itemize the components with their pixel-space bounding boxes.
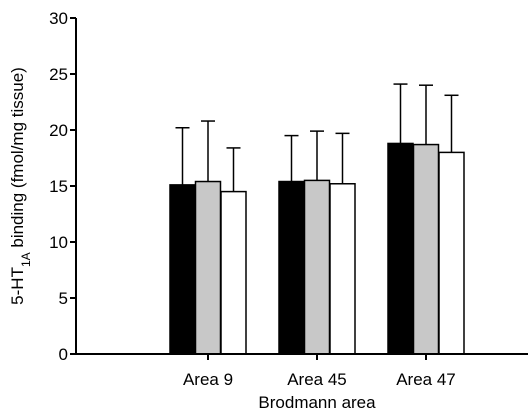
bar [387, 142, 414, 355]
y-axis-title-prefix: 5-HT [8, 267, 27, 305]
x-tick-label: Area 45 [287, 370, 347, 389]
y-tick-label: 15 [49, 177, 68, 196]
y-tick-label: 5 [59, 289, 68, 308]
bar [438, 151, 465, 355]
x-tick-label: Area 9 [183, 370, 233, 389]
y-axis-title-suffix: binding (fmol/mg tissue) [8, 67, 27, 252]
x-tick-label: Area 47 [396, 370, 456, 389]
bar [220, 190, 247, 355]
y-tick-label: 0 [59, 345, 68, 364]
y-axis-title: 5-HT1A binding (fmol/mg tissue) [8, 67, 33, 305]
y-ticks: 0 5 10 15 20 25 30 [49, 9, 76, 364]
y-tick-label: 20 [49, 121, 68, 140]
bar [169, 184, 196, 355]
bars-layer [169, 83, 465, 355]
x-ticks: Area 9 Area 45 Area 47 [183, 354, 456, 389]
bar [194, 180, 222, 355]
bar [278, 180, 305, 355]
y-tick-label: 25 [49, 65, 68, 84]
y-tick-label: 10 [49, 233, 68, 252]
y-axis-title-subscript: 1A [19, 252, 33, 267]
bar [329, 183, 356, 355]
bar [303, 179, 331, 355]
bar [412, 143, 440, 355]
y-tick-label: 30 [49, 9, 68, 28]
x-axis-title: Brodmann area [258, 393, 376, 412]
